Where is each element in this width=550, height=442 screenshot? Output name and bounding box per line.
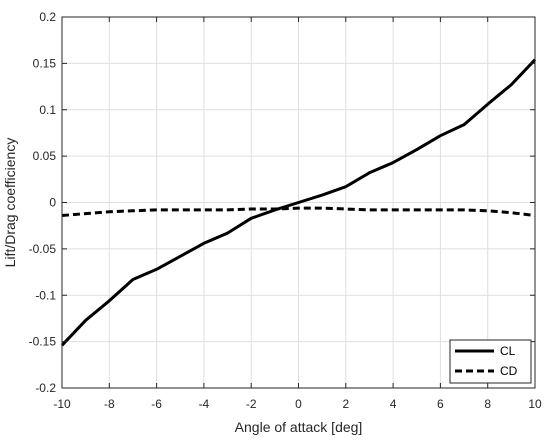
x-tick-label: 4 (390, 397, 397, 411)
legend-label-cl: CL (500, 344, 516, 358)
y-tick-label: -0.15 (29, 335, 57, 349)
x-tick-label: -4 (199, 397, 210, 411)
x-tick-label: 2 (342, 397, 349, 411)
y-tick-label: 0.2 (39, 10, 56, 24)
legend: CL CD (449, 339, 532, 384)
x-tick-label: 10 (528, 397, 542, 411)
y-tick-label: -0.05 (29, 242, 57, 256)
y-tick-label: -0.1 (35, 288, 56, 302)
y-tick-label: 0.15 (33, 56, 57, 70)
series-line-cl (60, 58, 537, 347)
x-tick-label: 0 (295, 397, 302, 411)
y-tick-label: 0 (49, 196, 56, 210)
x-tick-label: -10 (53, 397, 71, 411)
x-axis-label: Angle of attack [deg] (235, 419, 363, 435)
series-lines (60, 58, 537, 347)
legend-box (449, 339, 532, 384)
x-tick-label: 6 (437, 397, 444, 411)
legend-label-cd: CD (500, 364, 518, 378)
x-tick-label: 8 (484, 397, 491, 411)
y-axis-label: Lift/Drag coefficiency (2, 138, 18, 268)
axis-ticks: -10 -8 -6 -4 -2 0 2 4 6 8 10 -0.2 -0.15 -0.1 -0.05 0 0.0… (29, 10, 542, 411)
y-tick-label: -0.2 (35, 381, 56, 395)
series-line-cd (61, 206, 536, 217)
x-tick-label: -2 (246, 397, 257, 411)
y-tick-label: 0.1 (39, 103, 56, 117)
x-tick-label: -8 (104, 397, 115, 411)
x-tick-label: -6 (151, 397, 162, 411)
y-tick-label: 0.05 (33, 149, 57, 163)
